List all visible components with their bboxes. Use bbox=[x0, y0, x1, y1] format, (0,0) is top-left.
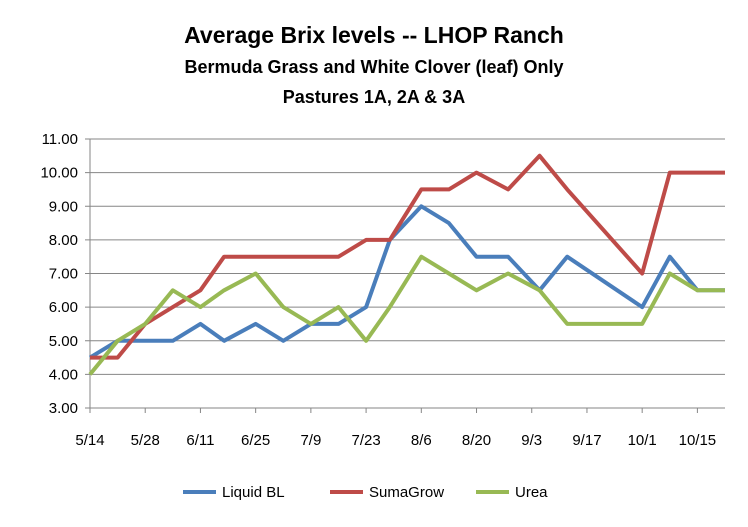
y-tick-label: 3.00 bbox=[49, 400, 78, 417]
chart-subtitle-1: Bermuda Grass and White Clover (leaf) On… bbox=[184, 57, 564, 77]
y-tick-label: 7.00 bbox=[49, 266, 78, 283]
y-tick-label: 4.00 bbox=[49, 366, 78, 383]
legend-label: Liquid BL bbox=[222, 484, 285, 501]
y-tick-label: 9.00 bbox=[49, 198, 78, 215]
y-tick-label: 10.00 bbox=[40, 165, 78, 182]
x-tick-label: 6/11 bbox=[186, 432, 214, 449]
legend-label: SumaGrow bbox=[369, 484, 444, 501]
legend-label: Urea bbox=[515, 484, 548, 501]
chart-subtitle-2: Pastures 1A, 2A & 3A bbox=[282, 87, 466, 107]
x-tick-label: 9/17 bbox=[572, 432, 601, 449]
x-tick-label: 10/15 bbox=[679, 432, 717, 449]
x-tick-label: 7/23 bbox=[351, 432, 380, 449]
y-tick-label: 8.00 bbox=[49, 232, 78, 249]
x-tick-label: 10/1 bbox=[628, 432, 657, 449]
x-tick-label: 8/20 bbox=[462, 432, 491, 449]
x-tick-label: 9/3 bbox=[521, 432, 542, 449]
series-line-liquid-bl bbox=[88, 204, 725, 360]
x-tick-label: 5/28 bbox=[131, 432, 160, 449]
series-line-sumagrow bbox=[90, 153, 725, 360]
series-line-urea bbox=[88, 254, 725, 376]
chart-title: Average Brix levels -- LHOP Ranch bbox=[184, 22, 564, 48]
x-tick-label: 7/9 bbox=[300, 432, 321, 449]
x-tick-label: 6/25 bbox=[241, 432, 270, 449]
y-tick-label: 6.00 bbox=[49, 299, 78, 316]
y-tick-label: 5.00 bbox=[49, 333, 78, 350]
x-tick-label: 5/14 bbox=[75, 432, 104, 449]
y-tick-label: 11.00 bbox=[42, 131, 78, 148]
x-tick-label: 8/6 bbox=[411, 432, 432, 449]
